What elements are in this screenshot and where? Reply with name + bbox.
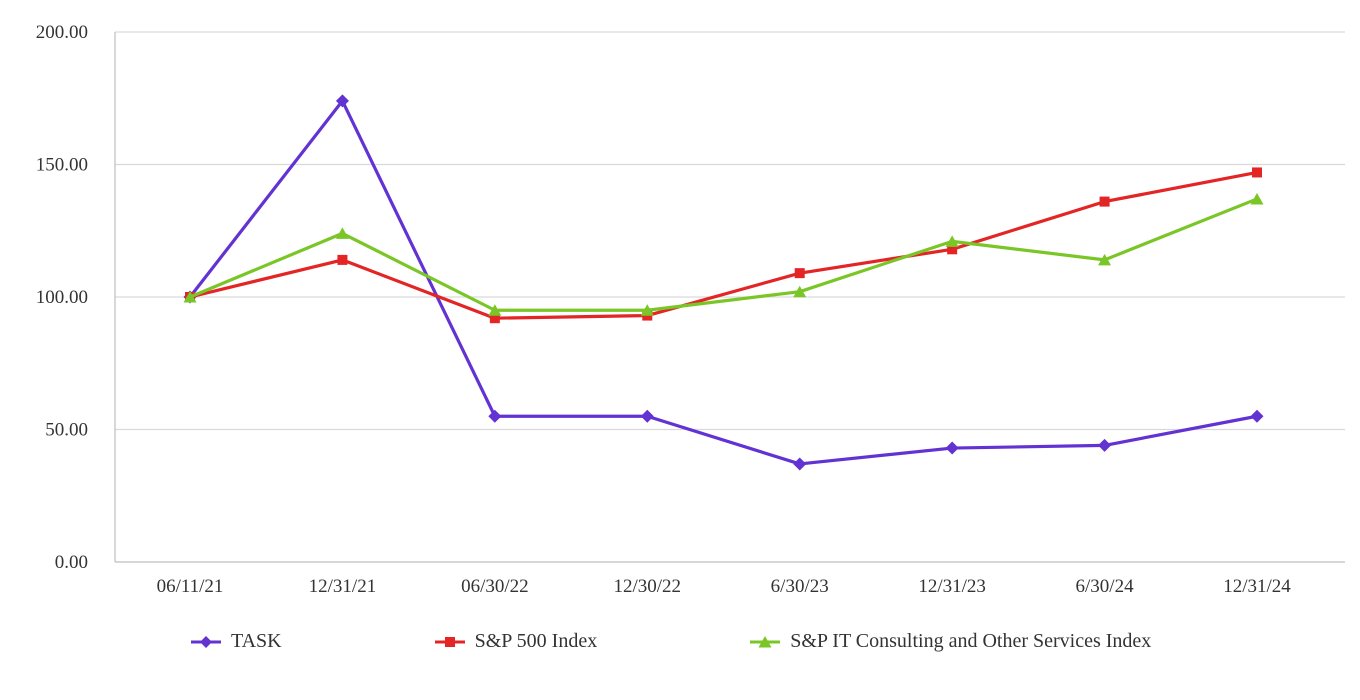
data-point-marker: [337, 254, 348, 265]
data-point-marker: [1250, 409, 1264, 423]
legend-label: S&P 500 Index: [474, 630, 598, 652]
series-line-task: [188, 99, 1259, 466]
x-tick-label: 6/30/24: [1076, 576, 1135, 597]
y-axis-ticks: 0.00 50.00 100.00 150.00 200.00: [36, 22, 88, 573]
data-point-marker: [1252, 167, 1262, 178]
legend-label: TASK: [231, 630, 282, 652]
data-point-marker: [489, 313, 500, 324]
x-tick-label: 12/30/22: [614, 576, 682, 597]
series-s-p-it-consulting-and-other-services-index: [183, 192, 1264, 316]
data-point-marker: [1099, 196, 1110, 207]
triangle-icon: [750, 635, 781, 647]
x-tick-label: 12/31/24: [1223, 576, 1291, 597]
series-task: [183, 94, 1264, 471]
y-tick-label: 50.00: [45, 420, 88, 441]
x-tick-label: 12/31/23: [918, 576, 986, 597]
data-point-marker: [1098, 253, 1112, 266]
data-point-marker: [183, 291, 197, 303]
chart-legend: TASK S&P 500 Index S&P IT Consulting and O…: [0, 630, 1360, 653]
data-point-marker: [794, 268, 805, 279]
legend-item: S&P 500 Index: [434, 630, 598, 653]
y-tick-label: 0.00: [55, 552, 88, 573]
data-point-marker: [335, 94, 349, 108]
x-tick-label: 6/30/23: [771, 576, 829, 597]
x-tick-label: 06/11/21: [157, 576, 224, 597]
y-tick-label: 150.00: [36, 155, 88, 176]
data-point-marker: [335, 227, 349, 239]
data-point-marker: [488, 409, 502, 423]
data-point-marker: [1098, 438, 1112, 452]
legend-item: TASK: [190, 630, 282, 653]
chart-canvas: 0.00 50.00 100.00 150.00 200.00 06/11/21 12/31…: [36, 22, 1345, 597]
series-line-s-p-500-index: [188, 170, 1259, 320]
data-point-marker: [945, 235, 959, 247]
x-tick-label: 12/31/21: [309, 576, 377, 597]
y-tick-label: 100.00: [36, 287, 88, 308]
square-icon: [434, 636, 465, 647]
data-point-marker: [640, 304, 654, 316]
y-tick-label: 200.00: [36, 22, 88, 43]
legend-item: S&P IT Consulting and Other Services Ind…: [749, 630, 1151, 653]
x-axis-ticks: 06/11/21 12/31/21 06/30/22 12/30/22 6/30/23 1…: [157, 576, 1292, 597]
data-point-marker: [945, 441, 959, 455]
diamond-icon: [191, 635, 221, 648]
gridlines: [115, 31, 1345, 563]
data-point-marker: [1250, 192, 1264, 205]
data-point-marker: [488, 304, 502, 316]
data-point-marker: [947, 244, 958, 255]
legend-label: S&P IT Consulting and Other Services Ind…: [790, 630, 1152, 652]
x-tick-label: 06/30/22: [461, 576, 529, 597]
data-point-marker: [793, 457, 807, 471]
series-line-s-p-it-consulting-and-other-services-index: [188, 197, 1259, 312]
data-point-marker: [793, 285, 807, 298]
data-point-marker: [640, 409, 654, 423]
